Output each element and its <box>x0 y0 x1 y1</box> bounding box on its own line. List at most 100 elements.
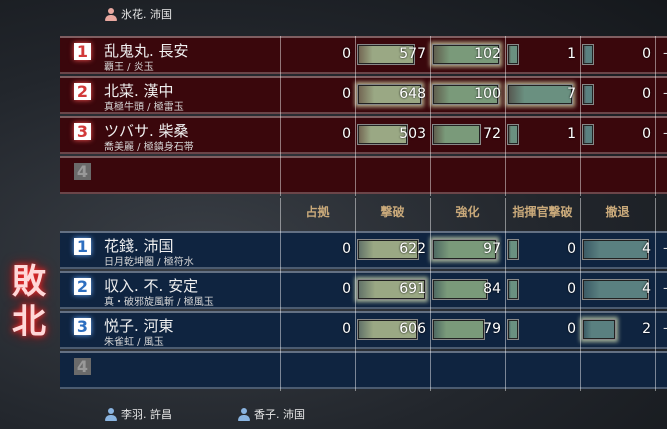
rank-badge: 4 <box>74 163 91 180</box>
stat-bar <box>507 124 519 145</box>
stat-bar <box>507 44 519 65</box>
column-divider <box>655 36 656 196</box>
stat-value: 0 <box>342 241 351 257</box>
column-divider <box>580 231 581 391</box>
stat-value: 0 <box>567 281 576 297</box>
rank-badge: 2 <box>74 83 91 100</box>
person-icon <box>105 407 117 421</box>
column-header: 占拠 <box>305 205 330 219</box>
person-icon <box>105 7 117 21</box>
player-loadout: 喬美麗 / 極鎮身石帯 <box>104 142 194 153</box>
player-loadout: 朱雀虹 / 風玉 <box>104 337 164 348</box>
stat-capture: 0 <box>280 118 355 152</box>
player-row: 2 収入. 不. 安定真・破邪旋風斬 / 極風玉 0 691 84 0 4- <box>60 271 667 309</box>
column-divider <box>430 231 431 391</box>
rank-badge: 3 <box>74 123 91 140</box>
stat-kills: 503 <box>355 118 430 152</box>
stat-bar <box>582 124 594 145</box>
stat-value: 0 <box>342 86 351 102</box>
stat-value: 4 <box>642 241 651 257</box>
player-name: 収入. 不. 安定 <box>104 277 199 295</box>
stat-value: 0 <box>642 46 651 62</box>
stat-capture: 0 <box>280 38 355 72</box>
stat-enhance: 100 <box>430 78 505 112</box>
column-header: 撃破 <box>380 205 405 219</box>
stat-kills: 606 <box>355 313 430 347</box>
player-loadout: 覇王 / 炎玉 <box>104 62 154 73</box>
extra-value: - <box>663 126 667 141</box>
player-name: 香子. 沛国 <box>254 408 305 421</box>
column-header: 強化 <box>455 205 480 219</box>
column-divider <box>280 231 281 391</box>
stat-cmd: 7 <box>505 78 580 112</box>
stat-enhance: 84 <box>430 273 505 307</box>
stat-value: 100 <box>474 86 501 102</box>
stat-capture: 0 <box>280 78 355 112</box>
stat-cmd: 0 <box>505 273 580 307</box>
stat-bar <box>357 319 418 340</box>
stat-bar <box>431 44 501 65</box>
stat-value: 79 <box>483 321 501 337</box>
stat-value: 0 <box>567 321 576 337</box>
stat-bar <box>356 279 427 300</box>
column-divider <box>430 198 431 232</box>
stat-enhance: 72 <box>430 118 505 152</box>
top-player: 氷花. 沛国 <box>105 6 172 22</box>
stat-value: 606 <box>399 321 426 337</box>
stat-bar <box>507 279 519 300</box>
player-name: 氷花. 沛国 <box>121 8 172 21</box>
player-name: 悦子. 河東 <box>104 317 174 335</box>
player-name: 北菜. 漢中 <box>104 82 174 100</box>
stat-capture: 0 <box>280 273 355 307</box>
stat-bar <box>356 239 420 260</box>
stat-retreat: 0 <box>580 78 655 112</box>
stat-value: 0 <box>342 281 351 297</box>
column-divider <box>505 231 506 391</box>
stat-retreat: 0 <box>580 38 655 72</box>
column-divider <box>505 198 506 232</box>
stat-cmd: 0 <box>505 233 580 267</box>
stat-enhance: 102 <box>430 38 505 72</box>
stat-bar <box>581 319 617 340</box>
stat-cmd: 1 <box>505 38 580 72</box>
stat-value: 622 <box>399 241 426 257</box>
stat-value: 0 <box>342 126 351 142</box>
column-divider <box>430 36 431 196</box>
extra-value: - <box>663 241 667 256</box>
stat-retreat: 0 <box>580 118 655 152</box>
stat-value: 72 <box>483 126 501 142</box>
stat-bar <box>582 44 594 65</box>
stat-capture: 0 <box>280 313 355 347</box>
stat-kills: 622 <box>355 233 430 267</box>
stat-value: 0 <box>567 241 576 257</box>
player-name: 花錢. 沛国 <box>104 237 174 255</box>
stat-value: 7 <box>567 86 576 102</box>
stat-kills: 648 <box>355 78 430 112</box>
player-name: 乱鬼丸. 長安 <box>104 42 189 60</box>
stat-bar <box>357 124 408 145</box>
column-divider <box>655 231 656 391</box>
rank-badge: 3 <box>74 318 91 335</box>
stat-bar <box>582 84 594 105</box>
column-header: 撤退 <box>605 205 630 219</box>
stat-cmd: 0 <box>505 313 580 347</box>
stat-retreat: 4 <box>580 233 655 267</box>
column-divider <box>580 198 581 232</box>
bottom-player-2: 香子. 沛国 <box>238 406 305 422</box>
stat-capture: 0 <box>280 233 355 267</box>
player-row: 4 <box>60 156 667 194</box>
rank-badge: 2 <box>74 278 91 295</box>
stat-bar <box>507 239 519 260</box>
player-loadout: 日月乾坤圏 / 極符水 <box>104 257 194 268</box>
stat-kills: 691 <box>355 273 430 307</box>
person-icon <box>238 407 250 421</box>
player-name: 李羽. 許昌 <box>121 408 172 421</box>
stat-value: 0 <box>642 126 651 142</box>
stat-bar <box>582 239 649 260</box>
extra-value: - <box>663 281 667 296</box>
rank-badge: 1 <box>74 43 91 60</box>
stat-value: 4 <box>642 281 651 297</box>
defeat-label: 敗北 <box>12 262 46 342</box>
column-divider <box>505 36 506 196</box>
